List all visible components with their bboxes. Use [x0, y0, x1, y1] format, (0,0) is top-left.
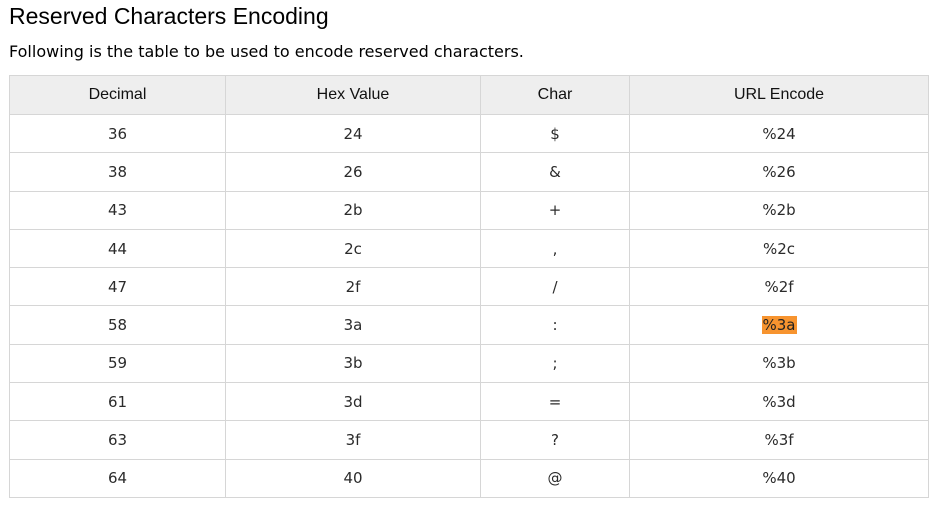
- cell-decimal: 61: [9, 382, 226, 422]
- cell-char: /: [480, 267, 630, 307]
- table-row: 44 2c , %2c: [9, 228, 929, 269]
- table-row: 36 24 $ %24: [9, 113, 929, 154]
- cell-char: +: [480, 190, 630, 230]
- cell-url-encode: %3d: [629, 382, 929, 422]
- page-title: Reserved Characters Encoding: [9, 3, 329, 29]
- cell-decimal: 44: [9, 228, 226, 269]
- cell-char: ;: [480, 343, 630, 384]
- cell-decimal: 63: [9, 420, 226, 460]
- table-row: 38 26 & %26: [9, 152, 929, 192]
- cell-hex-value: 2c: [225, 228, 481, 269]
- cell-char: :: [480, 305, 630, 345]
- header-hex-value: Hex Value: [225, 75, 481, 115]
- cell-decimal: 38: [9, 152, 226, 192]
- table-row: 63 3f ? %3f: [9, 420, 929, 460]
- cell-hex-value: 2b: [225, 190, 481, 230]
- header-decimal: Decimal: [9, 75, 226, 115]
- cell-decimal: 36: [9, 113, 226, 154]
- cell-decimal: 64: [9, 458, 226, 498]
- reserved-characters-table: Decimal Hex Value Char URL Encode 36 24 …: [9, 75, 929, 498]
- table-row: 47 2f / %2f: [9, 267, 929, 307]
- header-char: Char: [480, 75, 630, 115]
- cell-hex-value: 2f: [225, 267, 481, 307]
- table-row: 59 3b ; %3b: [9, 343, 929, 384]
- cell-decimal: 43: [9, 190, 226, 230]
- cell-char: @: [480, 458, 630, 498]
- cell-url-encode: %3f: [629, 420, 929, 460]
- cell-hex-value: 3a: [225, 305, 481, 345]
- table-row: 64 40 @ %40: [9, 458, 929, 498]
- cell-url-encode: %2c: [629, 228, 929, 269]
- cell-url-encode: %2b: [629, 190, 929, 230]
- intro-text: Following is the table to be used to enc…: [9, 42, 524, 61]
- cell-url-encode: %40: [629, 458, 929, 498]
- cell-char: =: [480, 382, 630, 422]
- table-header-row: Decimal Hex Value Char URL Encode: [9, 75, 929, 115]
- highlighted-url-encode: %3a: [761, 316, 797, 335]
- cell-decimal: 58: [9, 305, 226, 345]
- table-row: 43 2b + %2b: [9, 190, 929, 230]
- cell-char: ?: [480, 420, 630, 460]
- cell-url-encode: %3a: [629, 305, 929, 345]
- cell-url-encode: %3b: [629, 343, 929, 384]
- table-row: 61 3d = %3d: [9, 382, 929, 422]
- cell-hex-value: 26: [225, 152, 481, 192]
- cell-url-encode: %24: [629, 113, 929, 154]
- cell-url-encode: %2f: [629, 267, 929, 307]
- table-row: 58 3a : %3a: [9, 305, 929, 345]
- cell-hex-value: 3b: [225, 343, 481, 384]
- cell-char: &: [480, 152, 630, 192]
- cell-hex-value: 24: [225, 113, 481, 154]
- cell-decimal: 59: [9, 343, 226, 384]
- cell-char: ,: [480, 228, 630, 269]
- cell-hex-value: 40: [225, 458, 481, 498]
- cell-url-encode: %26: [629, 152, 929, 192]
- cell-hex-value: 3f: [225, 420, 481, 460]
- cell-decimal: 47: [9, 267, 226, 307]
- cell-hex-value: 3d: [225, 382, 481, 422]
- header-url-encode: URL Encode: [629, 75, 929, 115]
- cell-char: $: [480, 113, 630, 154]
